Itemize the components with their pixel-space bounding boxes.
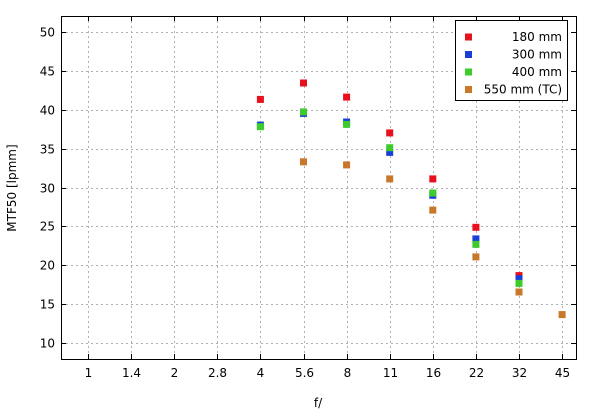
points-layer	[256, 79, 566, 319]
data-point-180-mm	[343, 93, 351, 101]
y-tick-label: 50	[40, 26, 55, 40]
y-tick-label: 20	[40, 259, 55, 273]
x-tick-label: 11	[383, 366, 398, 380]
y-tick-label: 35	[40, 143, 55, 157]
data-point-180-mm	[300, 79, 307, 87]
x-tick-label: 2	[171, 366, 179, 380]
x-axis-label: f/	[314, 396, 323, 410]
legend-marker-300-mm	[465, 51, 472, 58]
data-point-550-mm-tc	[429, 206, 437, 214]
x-tick-label: 1.4	[122, 366, 141, 380]
legend-marker-550-mm-tc	[465, 86, 472, 93]
x-tick-label: 32	[512, 366, 527, 380]
legend-label-300-mm: 300 mm	[512, 48, 562, 62]
data-point-300-mm	[386, 148, 394, 156]
data-point-400-mm	[515, 279, 523, 287]
data-point-180-mm	[256, 95, 264, 103]
y-tick-label: 45	[40, 65, 55, 79]
data-point-550-mm-tc	[300, 158, 307, 166]
legend-box	[455, 20, 568, 101]
x-tick-label: 16	[426, 366, 441, 380]
data-point-180-mm	[472, 223, 480, 231]
data-point-180-mm	[386, 129, 394, 137]
ticks-layer: 10 15 20 25 30 35 40 45 50 1 1.4 2 2.8 4 5.6 8 11 16 22 32 4…	[40, 16, 576, 380]
data-point-550-mm-tc	[386, 175, 394, 183]
x-tick-label: 45	[555, 366, 570, 380]
y-tick-label: 10	[40, 337, 55, 351]
data-point-550-mm-tc	[343, 161, 351, 169]
y-tick-label: 30	[40, 182, 55, 196]
x-tick-label: 8	[344, 366, 352, 380]
y-tick-label: 25	[40, 220, 55, 234]
y-axis-label: MTF50 [lpmm]	[5, 144, 19, 231]
x-tick-label: 22	[469, 366, 484, 380]
data-point-400-mm	[386, 144, 394, 152]
data-point-550-mm-tc	[558, 311, 566, 319]
data-point-400-mm	[429, 189, 437, 197]
grid-layer	[61, 16, 576, 359]
data-point-550-mm-tc	[515, 288, 523, 296]
data-point-300-mm	[515, 275, 523, 283]
data-point-400-mm	[472, 240, 480, 248]
legend-items: 180 mm 300 mm 400 mm 550 mm (TC)	[465, 30, 562, 97]
plot-frame	[61, 16, 577, 360]
data-point-400-mm	[343, 120, 351, 128]
legend-marker-400-mm	[465, 68, 472, 76]
legend-label-400-mm: 400 mm	[512, 65, 562, 79]
x-tick-label: 4	[257, 366, 265, 380]
data-point-550-mm-tc	[472, 253, 480, 261]
y-tick-label: 15	[40, 298, 55, 312]
data-point-400-mm	[300, 108, 307, 116]
x-tick-label: 5.6	[295, 366, 314, 380]
legend-marker-180-mm	[465, 33, 472, 41]
x-tick-label: 1	[85, 366, 93, 380]
data-point-180-mm	[429, 175, 437, 183]
legend-label-180-mm: 180 mm	[512, 30, 562, 44]
x-tick-label: 2.8	[208, 366, 227, 380]
data-point-400-mm	[256, 123, 264, 131]
legend: 180 mm 300 mm 400 mm 550 mm (TC)	[455, 20, 568, 101]
data-point-300-mm	[472, 235, 480, 243]
legend-label-550-mm-tc: 550 mm (TC)	[484, 83, 562, 97]
y-tick-label: 40	[40, 104, 55, 118]
